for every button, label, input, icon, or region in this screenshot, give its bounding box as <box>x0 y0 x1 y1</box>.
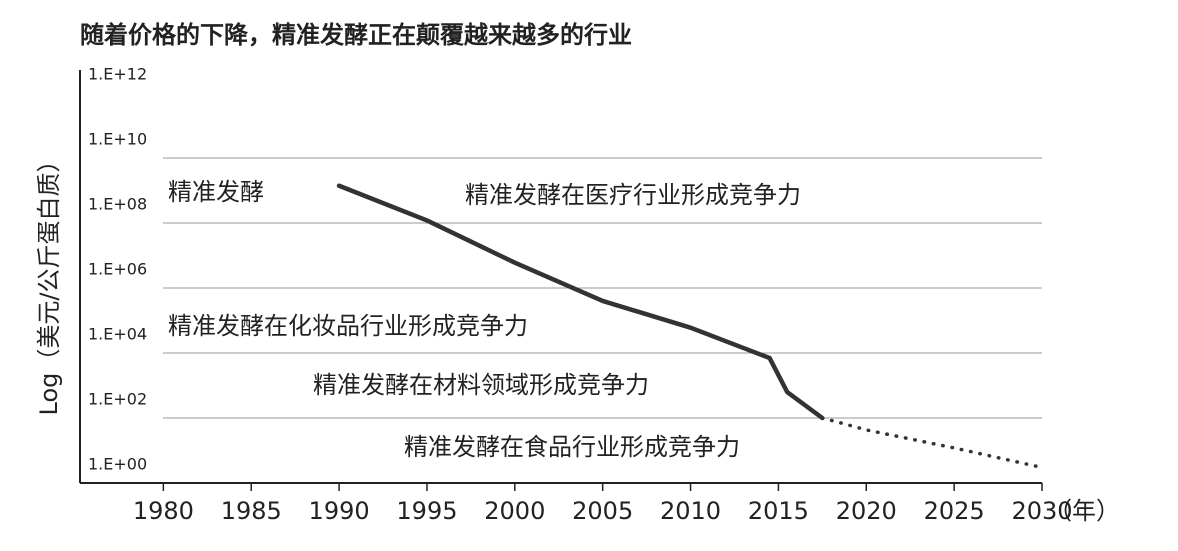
data-line <box>820 416 1044 470</box>
data-line <box>336 183 825 421</box>
chart-title: 随着价格的下降，精准发酵正在颠覆越来越多的行业 <box>80 21 632 49</box>
y-tick-label: 1.E+02 <box>88 390 147 409</box>
y-axis-label: Log（美元/公斤蛋白质） <box>35 149 63 416</box>
y-tick-label: 1.E+08 <box>88 195 147 214</box>
y-tick-label: 1.E+10 <box>88 130 147 149</box>
annotation: 精准发酵在材料领域形成竞争力 <box>313 371 649 399</box>
x-axis-label: （年） <box>1048 497 1120 525</box>
x-tick-label: 2010 <box>660 497 721 525</box>
x-tick-label: 2005 <box>572 497 633 525</box>
x-tick-label: 2020 <box>836 497 897 525</box>
x-tick-label: 2000 <box>484 497 545 525</box>
y-tick-label: 1.E+12 <box>88 65 147 84</box>
y-tick-label: 1.E+06 <box>88 260 147 279</box>
x-tick-label: 1980 <box>133 497 194 525</box>
x-tick-label: 2025 <box>924 497 985 525</box>
y-tick-label: 1.E+04 <box>88 325 147 344</box>
annotation: 精准发酵 <box>168 178 264 206</box>
annotation: 精准发酵在食品行业形成竞争力 <box>404 433 740 461</box>
annotation: 精准发酵在化妆品行业形成竞争力 <box>168 312 528 340</box>
x-tick-label: 1985 <box>221 497 282 525</box>
annotation: 精准发酵在医疗行业形成竞争力 <box>465 181 801 209</box>
x-tick-label: 1995 <box>396 497 457 525</box>
x-tick-label: 2030 <box>1011 497 1072 525</box>
y-tick-label: 1.E+00 <box>88 455 147 474</box>
x-tick-label: 2015 <box>748 497 809 525</box>
x-tick-label: 1990 <box>309 497 370 525</box>
